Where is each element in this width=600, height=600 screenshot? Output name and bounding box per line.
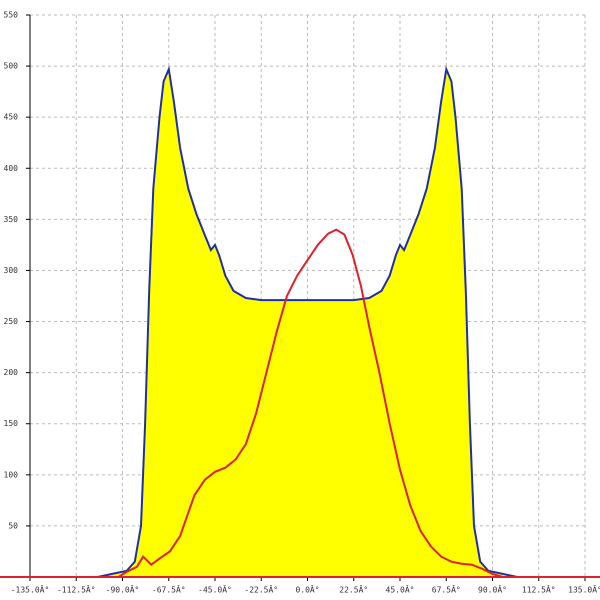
y-tick-label: 450 (4, 113, 19, 122)
y-tick-label: 200 (4, 368, 19, 377)
y-tick-label: 350 (4, 215, 19, 224)
y-tick-label: 500 (4, 62, 19, 71)
x-tick-label: 22.5Â° (339, 584, 368, 595)
x-tick-label: 45.0Â° (386, 584, 415, 595)
x-tick-label: 0.0Â° (295, 584, 319, 595)
y-tick-label: 550 (4, 11, 19, 20)
y-tick-label: 50 (8, 521, 18, 530)
y-tick-label: 250 (4, 317, 19, 326)
y-tick-label: 150 (4, 419, 19, 428)
x-tick-label: -45.0Â° (198, 584, 232, 595)
y-tick-label: 300 (4, 266, 19, 275)
line (97, 65, 518, 578)
x-tick-label: 90.0Â° (478, 584, 507, 595)
x-tick-label: -135.0Â° (11, 584, 50, 595)
x-tick-label: 135.0Â° (568, 584, 600, 595)
x-tick-label: 67.5Â° (432, 584, 461, 595)
x-tick-label: -112.5Â° (57, 584, 96, 595)
line (117, 228, 504, 578)
x-tick-label: 112.5Â° (522, 584, 556, 595)
y-tick-label: 100 (4, 470, 19, 479)
area (97, 69, 518, 577)
y-tick-label: 400 (4, 164, 19, 173)
x-tick-label: -22.5Â° (244, 584, 278, 595)
x-tick-label: -90.0Â° (106, 584, 140, 595)
x-tick-label: -67.5Â° (152, 584, 186, 595)
